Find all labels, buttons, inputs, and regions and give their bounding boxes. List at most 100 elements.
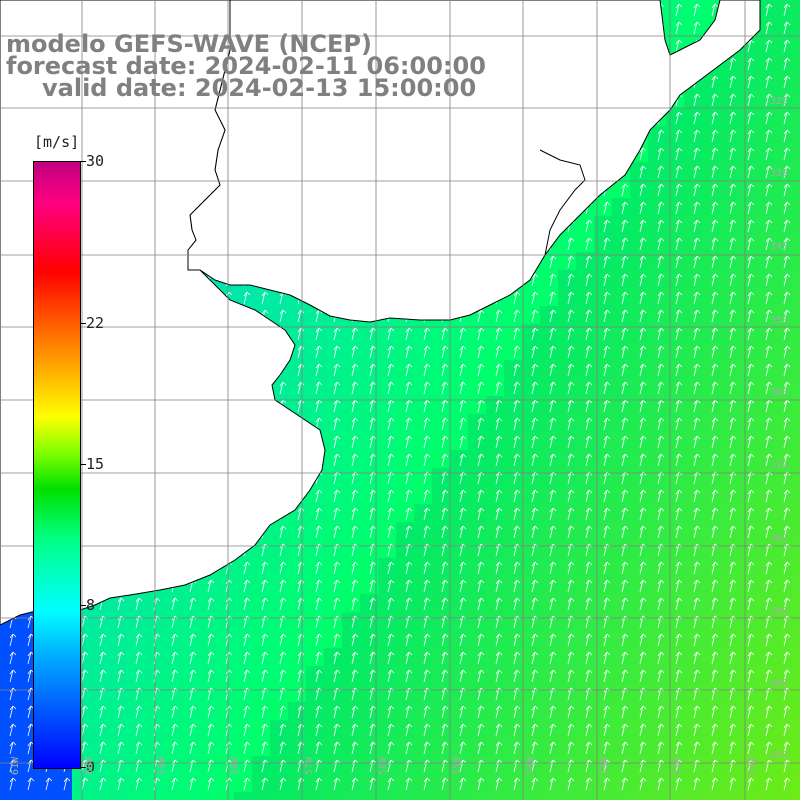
speed-cell: [792, 738, 800, 757]
wind-arrow: [387, 669, 395, 683]
wind-arrow: [711, 507, 719, 521]
speed-cell: [306, 738, 325, 757]
wind-arrow: [351, 651, 359, 665]
speed-cell: [684, 414, 703, 433]
speed-cell: [0, 738, 19, 757]
speed-cell: [342, 630, 361, 649]
speed-cell: [180, 648, 199, 667]
wind-arrow: [81, 705, 89, 719]
speed-cell: [216, 738, 235, 757]
speed-cell: [504, 756, 523, 775]
wind-arrow: [441, 633, 449, 647]
wind-arrow: [297, 669, 305, 683]
wind-arrow: [405, 651, 413, 665]
wind-arrow: [729, 489, 737, 503]
wind-arrow: [729, 363, 737, 377]
wind-arrow: [657, 183, 665, 197]
wind-arrow: [693, 507, 701, 521]
wind-arrow: [621, 327, 629, 341]
wind-arrow: [189, 705, 197, 719]
wind-arrow: [207, 723, 215, 737]
wind-arrow: [333, 435, 341, 449]
wind-arrow: [621, 633, 629, 647]
speed-cell: [612, 702, 631, 721]
wind-arrow: [675, 507, 683, 521]
wind-arrow: [135, 669, 143, 683]
wind-arrow: [729, 507, 737, 521]
speed-cell: [270, 540, 289, 559]
latitude-label: 41S: [770, 750, 789, 761]
longitude-label: 57W: [304, 756, 315, 775]
wind-arrow: [441, 363, 449, 377]
speed-cell: [396, 594, 415, 613]
speed-cell: [648, 720, 667, 739]
speed-cell: [558, 630, 577, 649]
wind-arrow: [693, 147, 701, 161]
speed-cell: [144, 594, 163, 613]
wind-arrow: [477, 561, 485, 575]
speed-cell: [756, 702, 775, 721]
speed-cell: [684, 594, 703, 613]
speed-cell: [162, 630, 181, 649]
speed-cell: [648, 450, 667, 469]
speed-cell: [324, 684, 343, 703]
wind-arrow: [639, 435, 647, 449]
wind-arrow: [783, 39, 791, 53]
speed-cell: [396, 720, 415, 739]
speed-cell: [702, 684, 721, 703]
wind-arrow: [657, 327, 665, 341]
speed-cell: [198, 792, 217, 800]
speed-cell: [630, 612, 649, 631]
speed-cell: [666, 504, 685, 523]
speed-cell: [522, 306, 541, 325]
speed-cell: [684, 0, 703, 19]
speed-cell: [288, 702, 307, 721]
latitude-label: 33S: [770, 168, 789, 179]
wind-arrow: [549, 363, 557, 377]
wind-arrow: [747, 219, 755, 233]
speed-cell: [504, 648, 523, 667]
wind-arrow: [603, 705, 611, 719]
wind-arrow: [117, 669, 125, 683]
wind-arrow: [657, 237, 665, 251]
wind-arrow: [639, 741, 647, 755]
wind-arrow: [495, 705, 503, 719]
speed-cell: [540, 774, 559, 793]
speed-cell: [792, 270, 800, 289]
wind-arrow: [351, 723, 359, 737]
speed-cell: [576, 432, 595, 451]
wind-arrow: [729, 129, 737, 143]
wind-arrow: [513, 435, 521, 449]
speed-cell: [108, 738, 127, 757]
wind-arrow: [441, 399, 449, 413]
wind-arrow: [315, 399, 323, 413]
wind-arrow: [441, 777, 449, 791]
wind-arrow: [765, 291, 773, 305]
wind-arrow: [657, 363, 665, 377]
speed-cell: [396, 612, 415, 631]
wind-arrow: [729, 705, 737, 719]
speed-cell: [558, 270, 577, 289]
wind-arrow: [297, 561, 305, 575]
speed-cell: [270, 774, 289, 793]
wind-arrow: [171, 633, 179, 647]
speed-cell: [756, 54, 775, 73]
speed-cell: [288, 540, 307, 559]
wind-arrow: [567, 561, 575, 575]
wind-arrow: [261, 633, 269, 647]
speed-cell: [414, 540, 433, 559]
wind-arrow: [459, 579, 467, 593]
wind-arrow: [603, 453, 611, 467]
speed-cell: [720, 702, 739, 721]
wind-arrow: [621, 435, 629, 449]
speed-cell: [450, 558, 469, 577]
speed-cell: [666, 270, 685, 289]
speed-cell: [450, 666, 469, 685]
speed-cell: [270, 648, 289, 667]
wind-arrow: [783, 561, 791, 575]
speed-cell: [234, 666, 253, 685]
speed-cell: [450, 396, 469, 415]
speed-cell: [576, 468, 595, 487]
speed-cell: [450, 738, 469, 757]
speed-cell: [684, 504, 703, 523]
